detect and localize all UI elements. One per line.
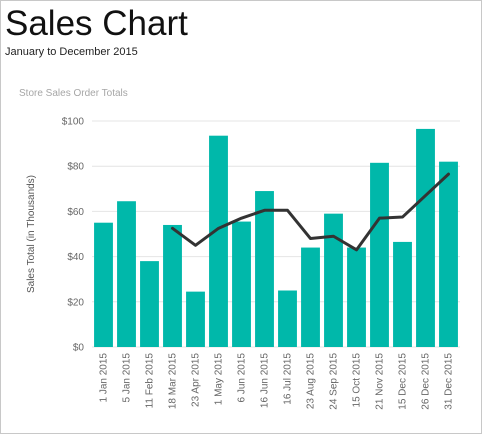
x-tick-label: 21 Nov 2015 bbox=[375, 353, 386, 410]
y-tick-label: $60 bbox=[67, 207, 84, 218]
y-axis-ticks: $0 $20 $40 $60 $80 $100 bbox=[62, 117, 85, 354]
x-tick-label: 18 Mar 2015 bbox=[168, 353, 179, 410]
bar bbox=[117, 201, 136, 347]
bar bbox=[232, 221, 251, 347]
x-tick-label: 16 Jul 2015 bbox=[283, 353, 294, 405]
y-tick-label: $20 bbox=[67, 297, 84, 308]
line-series bbox=[171, 172, 450, 252]
y-tick-label: $80 bbox=[67, 162, 84, 173]
x-axis-ticks: 1 Jan 2015 5 Jan 2015 11 Feb 2015 18 Mar 20… bbox=[99, 353, 455, 410]
bar bbox=[278, 290, 297, 347]
y-tick-label: $40 bbox=[67, 252, 84, 263]
x-tick-label: 6 Jun 2015 bbox=[237, 353, 248, 403]
bar bbox=[186, 291, 205, 347]
x-tick-label: 23 Aug 2015 bbox=[306, 353, 317, 410]
x-tick-label: 1 May 2015 bbox=[214, 353, 225, 406]
bar bbox=[393, 241, 412, 347]
page-subtitle: January to December 2015 bbox=[5, 46, 138, 58]
bar bbox=[163, 224, 182, 347]
y-tick-label: $100 bbox=[62, 117, 85, 128]
x-tick-label: 11 Feb 2015 bbox=[145, 353, 156, 409]
trend-line bbox=[171, 172, 450, 252]
bar bbox=[439, 161, 458, 347]
x-tick-label: 31 Dec 2015 bbox=[444, 353, 455, 410]
bar bbox=[209, 135, 228, 347]
chart-title: Store Sales Order Totals bbox=[19, 88, 128, 99]
page-title: Sales Chart bbox=[5, 4, 188, 43]
x-tick-label: 5 Jan 2015 bbox=[122, 353, 133, 403]
y-axis-title: Sales Total (in Thousands) bbox=[26, 175, 37, 293]
x-tick-label: 23 Apr 2015 bbox=[191, 353, 202, 407]
x-tick-label: 15 Dec 2015 bbox=[398, 353, 409, 410]
bar bbox=[301, 247, 320, 347]
bar bbox=[324, 213, 343, 347]
bar bbox=[255, 191, 274, 347]
bar bbox=[140, 261, 159, 347]
y-tick-label: $0 bbox=[73, 343, 85, 354]
x-tick-label: 24 Sep 2015 bbox=[329, 353, 340, 410]
x-tick-label: 16 Jun 2015 bbox=[260, 353, 271, 408]
bar-series bbox=[94, 128, 458, 347]
x-tick-label: 1 Jan 2015 bbox=[99, 353, 110, 403]
bar bbox=[347, 247, 366, 347]
bar bbox=[94, 222, 113, 347]
bar bbox=[370, 162, 389, 347]
x-tick-label: 26 Dec 2015 bbox=[421, 353, 432, 410]
x-tick-label: 15 Oct 2015 bbox=[352, 353, 363, 408]
bar bbox=[416, 128, 435, 347]
